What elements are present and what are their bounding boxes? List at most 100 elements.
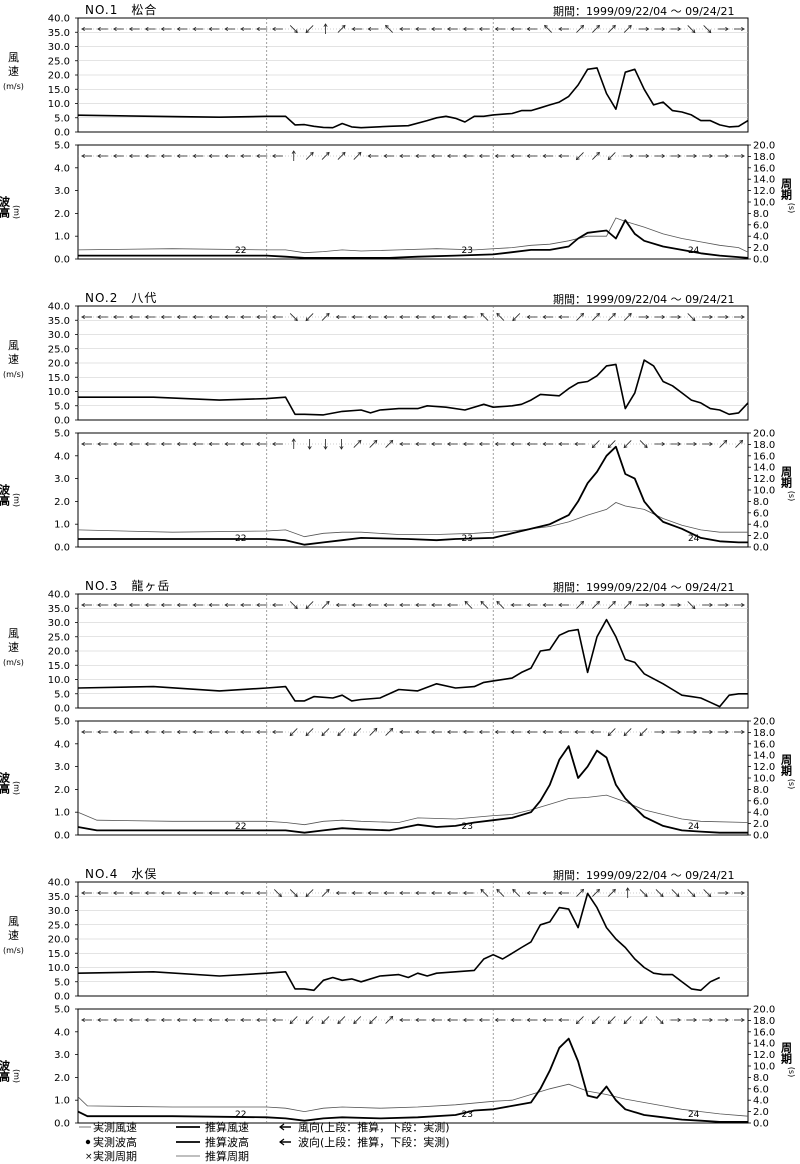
wind-tick-label: 35.0 bbox=[48, 604, 70, 615]
wave-direction-arrow-head bbox=[337, 1020, 342, 1025]
wave-direction-arrow-head bbox=[558, 153, 562, 159]
wave-direction-arrow bbox=[639, 440, 648, 448]
wind-direction-arrow-head bbox=[709, 314, 713, 320]
wind-direction-arrow-head bbox=[512, 888, 517, 893]
wind-direction-arrow-head bbox=[526, 314, 531, 320]
wind-direction-arrow-head bbox=[160, 602, 165, 608]
wind-direction-arrow-head bbox=[325, 312, 330, 317]
wind-direction-arrow-head bbox=[645, 602, 650, 608]
calc-wave-line bbox=[77, 1037, 748, 1123]
wave-direction-arrow-head bbox=[256, 153, 260, 159]
wave-direction-arrow bbox=[639, 728, 648, 736]
wind-tick-label: 30.0 bbox=[48, 618, 70, 629]
wave-direction-arrow-head bbox=[369, 1020, 373, 1025]
wave-direction-arrow-head bbox=[128, 441, 133, 447]
wave-direction-arrow bbox=[321, 1016, 330, 1024]
wind-direction-arrow-head bbox=[725, 602, 729, 608]
wind-direction-arrow-head bbox=[542, 602, 547, 608]
wind-direction-arrow bbox=[623, 313, 632, 321]
wind-direction-arrow-head bbox=[385, 24, 389, 29]
wind-direction-arrow bbox=[639, 889, 648, 897]
wave-direction-arrow-head bbox=[192, 1017, 197, 1023]
day-label: 22 bbox=[235, 246, 246, 256]
wave-tick-label: 4.0 bbox=[54, 163, 70, 174]
period-tick-label: 8.0 bbox=[753, 785, 769, 796]
wind-tick-label: 0.0 bbox=[54, 128, 70, 139]
wind-direction-arrow-head bbox=[496, 888, 501, 893]
wind-direction-arrow-head bbox=[113, 26, 117, 32]
wave-direction-arrow-head bbox=[558, 729, 562, 735]
wave-direction-arrow-head bbox=[144, 1017, 149, 1023]
wave-direction-arrow-head bbox=[725, 1017, 729, 1023]
wind-direction-arrow-head bbox=[691, 893, 696, 898]
wind-direction-arrow-head bbox=[192, 314, 197, 320]
wind-direction-arrow-head bbox=[431, 602, 435, 608]
wind-tick-label: 30.0 bbox=[48, 906, 70, 917]
wave-direction-arrow-head bbox=[399, 729, 403, 735]
wave-direction-arrow-head bbox=[447, 441, 451, 447]
legend-calc-period: 推算周期 bbox=[205, 1149, 249, 1163]
wind-direction-arrow-head bbox=[677, 26, 682, 32]
wind-direction-arrow bbox=[321, 889, 330, 897]
wave-direction-arrow-head bbox=[709, 1017, 713, 1023]
wind-direction-arrow bbox=[385, 25, 393, 33]
period-tick-label: 0.0 bbox=[753, 831, 769, 842]
wind-direction-arrow bbox=[687, 25, 696, 33]
wave-direction-arrow-head bbox=[415, 441, 419, 447]
period-tick-label: 20.0 bbox=[753, 1005, 775, 1016]
wave-direction-arrow-head bbox=[677, 153, 682, 159]
station-title: NO.2 八代 bbox=[85, 291, 157, 305]
wind-direction-arrow-head bbox=[709, 602, 713, 608]
legend-wave-dir-head bbox=[279, 1138, 285, 1146]
wind-direction-arrow-head bbox=[399, 602, 403, 608]
wave-tick-label: 3.0 bbox=[54, 1050, 70, 1061]
wind-direction-arrow bbox=[592, 889, 600, 897]
wind-direction-arrow bbox=[512, 889, 521, 897]
wave-direction-arrow-head bbox=[575, 1020, 580, 1025]
period-tick-label: 4.0 bbox=[753, 520, 769, 531]
wind-direction-arrow-head bbox=[224, 26, 229, 32]
wave-direction-arrow bbox=[607, 440, 616, 448]
wave-direction-arrow-head bbox=[113, 729, 117, 735]
wave-direction-arrow-head bbox=[693, 1017, 698, 1023]
wave-direction-arrow-head bbox=[659, 1020, 664, 1025]
wave-direction-arrow-head bbox=[272, 153, 276, 159]
period-tick-label: 16.0 bbox=[753, 451, 775, 462]
wave-direction-arrow-head bbox=[224, 729, 229, 735]
wind-tick-label: 15.0 bbox=[48, 85, 70, 96]
wind-direction-arrow-head bbox=[612, 312, 616, 317]
wind-tick-label: 0.0 bbox=[54, 992, 70, 1003]
wind-direction-arrow-head bbox=[176, 26, 181, 32]
wave-tick-label: 1.0 bbox=[54, 808, 70, 819]
wind-tick-label: 10.0 bbox=[48, 963, 70, 974]
wind-direction-arrow bbox=[671, 889, 680, 897]
wind-axis-unit: (m/s) bbox=[3, 946, 24, 955]
station-1: NO.1 松合 期間：1999/09/22/04 ～ 09/24/21 40.0 35… bbox=[0, 2, 796, 266]
wind-direction-arrow bbox=[289, 601, 298, 609]
wind-direction-arrow bbox=[655, 889, 664, 897]
period-axis-label: 周期 bbox=[780, 178, 793, 201]
wind-direction-arrow-head bbox=[447, 314, 451, 320]
wind-direction-arrow-head bbox=[580, 888, 585, 893]
wave-direction-arrow-head bbox=[462, 153, 467, 159]
period-tick-label: 12.0 bbox=[753, 186, 775, 197]
wave-direction-arrow-head bbox=[677, 729, 682, 735]
wind-direction-arrow-head bbox=[224, 890, 229, 896]
station-title: NO.3 龍ヶ岳 bbox=[85, 578, 170, 593]
wind-direction-arrow-head bbox=[128, 890, 133, 896]
wind-axis-label-1: 風 bbox=[8, 51, 19, 64]
wind-direction-arrow-head bbox=[305, 317, 310, 322]
wind-direction-arrow-head bbox=[367, 890, 372, 896]
wave-direction-arrow-head bbox=[353, 1020, 358, 1025]
wave-direction-arrow-head bbox=[431, 441, 435, 447]
calc-wave-line bbox=[78, 445, 748, 546]
wind-direction-arrow bbox=[512, 313, 521, 321]
period-tick-label: 6.0 bbox=[753, 220, 769, 231]
wind-direction-arrow-head bbox=[351, 26, 356, 32]
wind-tick-label: 15.0 bbox=[48, 373, 70, 384]
wind-direction-arrow-head bbox=[677, 314, 682, 320]
wave-direction-arrow-head bbox=[341, 151, 346, 156]
wave-direction-arrow bbox=[623, 728, 632, 736]
wind-direction-arrow-head bbox=[208, 26, 213, 32]
wave-direction-arrow-head bbox=[741, 153, 745, 159]
